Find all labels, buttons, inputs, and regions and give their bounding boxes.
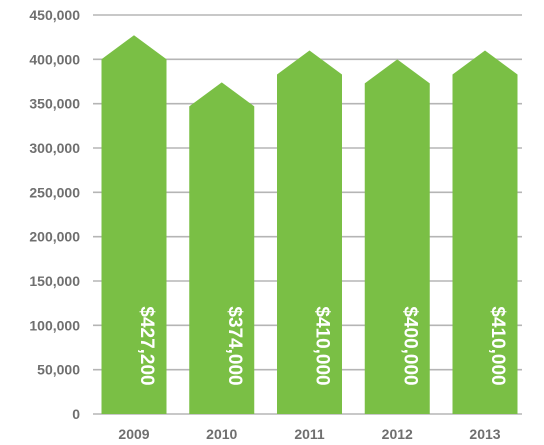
data-label-2013: $410,000 (487, 306, 508, 385)
x-tick-label-2010: 2010 (206, 426, 237, 442)
data-label-2009: $427,200 (136, 306, 157, 385)
x-tick-label-2009: 2009 (118, 426, 149, 442)
y-tick-label: 200,000 (29, 229, 80, 245)
y-tick-label: 350,000 (29, 96, 80, 112)
y-tick-label: 100,000 (29, 317, 80, 333)
y-axis-ticks: 0 50,000 100,000 150,000 200,000 250,000 300,0… (29, 7, 80, 422)
bar-2011 (277, 50, 342, 414)
x-axis-ticks: 2009 2010 2011 2012 2013 (118, 426, 500, 442)
data-label-2011: $410,000 (312, 306, 333, 385)
y-tick-label: 400,000 (29, 51, 80, 67)
y-tick-label: 50,000 (37, 362, 80, 378)
bar-2009 (101, 35, 167, 414)
bar-2012 (364, 59, 430, 414)
x-tick-label-2012: 2012 (382, 426, 413, 442)
y-tick-label: 0 (72, 406, 80, 422)
data-label-2010: $374,000 (224, 306, 245, 385)
bar-2010 (189, 82, 255, 415)
x-tick-label-2011: 2011 (294, 426, 325, 442)
y-tick-label: 300,000 (29, 140, 80, 156)
y-tick-label: 150,000 (29, 273, 80, 289)
data-label-2012: $400,000 (399, 306, 420, 385)
y-tick-label: 450,000 (29, 7, 80, 23)
x-tick-label-2013: 2013 (469, 426, 500, 442)
data-labels: $427,200 $374,000 $410,000 $400,000 $410,000 (136, 306, 508, 385)
y-tick-label: 250,000 (29, 184, 80, 200)
bar-2013 (452, 50, 518, 414)
bars (101, 35, 518, 415)
